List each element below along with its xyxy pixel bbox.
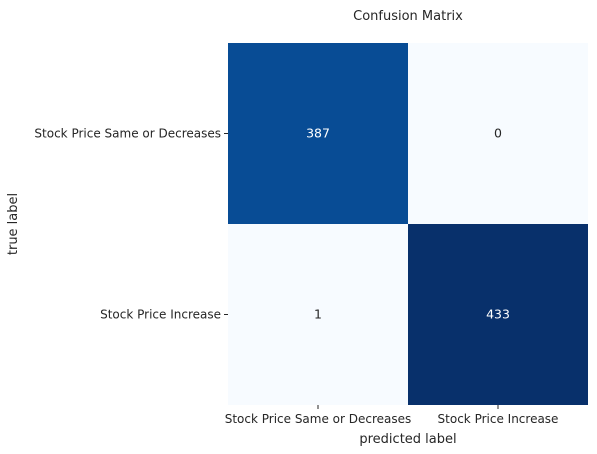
heatmap-cell-labels: 387 0 1 433 [306,126,510,322]
y-tick-label-1: Stock Price Increase [100,308,221,322]
cell-value-r0-c0: 387 [306,126,330,141]
y-tick-label-0: Stock Price Same or Decreases [34,127,221,141]
x-axis-ticks: Stock Price Same or Decreases Stock Price… [225,405,559,426]
y-axis-ticks: Stock Price Same or Decreases Stock Price… [34,127,228,322]
heatmap-cell-r0-c1 [408,43,588,224]
chart-title: Confusion Matrix [353,9,463,24]
x-tick-label-1: Stock Price Increase [438,412,559,426]
heatmap-cell-r0-c0 [228,43,408,224]
cell-value-r1-c1: 433 [486,307,510,322]
heatmap-cells [228,43,588,405]
cell-value-r0-c1: 0 [494,126,502,141]
heatmap-cell-r1-c1 [408,224,588,405]
x-axis-label: predicted label [359,432,456,447]
y-axis-label: true label [6,193,21,255]
heatmap-cell-r1-c0 [228,224,408,405]
cell-value-r1-c0: 1 [314,307,322,322]
x-tick-label-0: Stock Price Same or Decreases [225,412,412,426]
